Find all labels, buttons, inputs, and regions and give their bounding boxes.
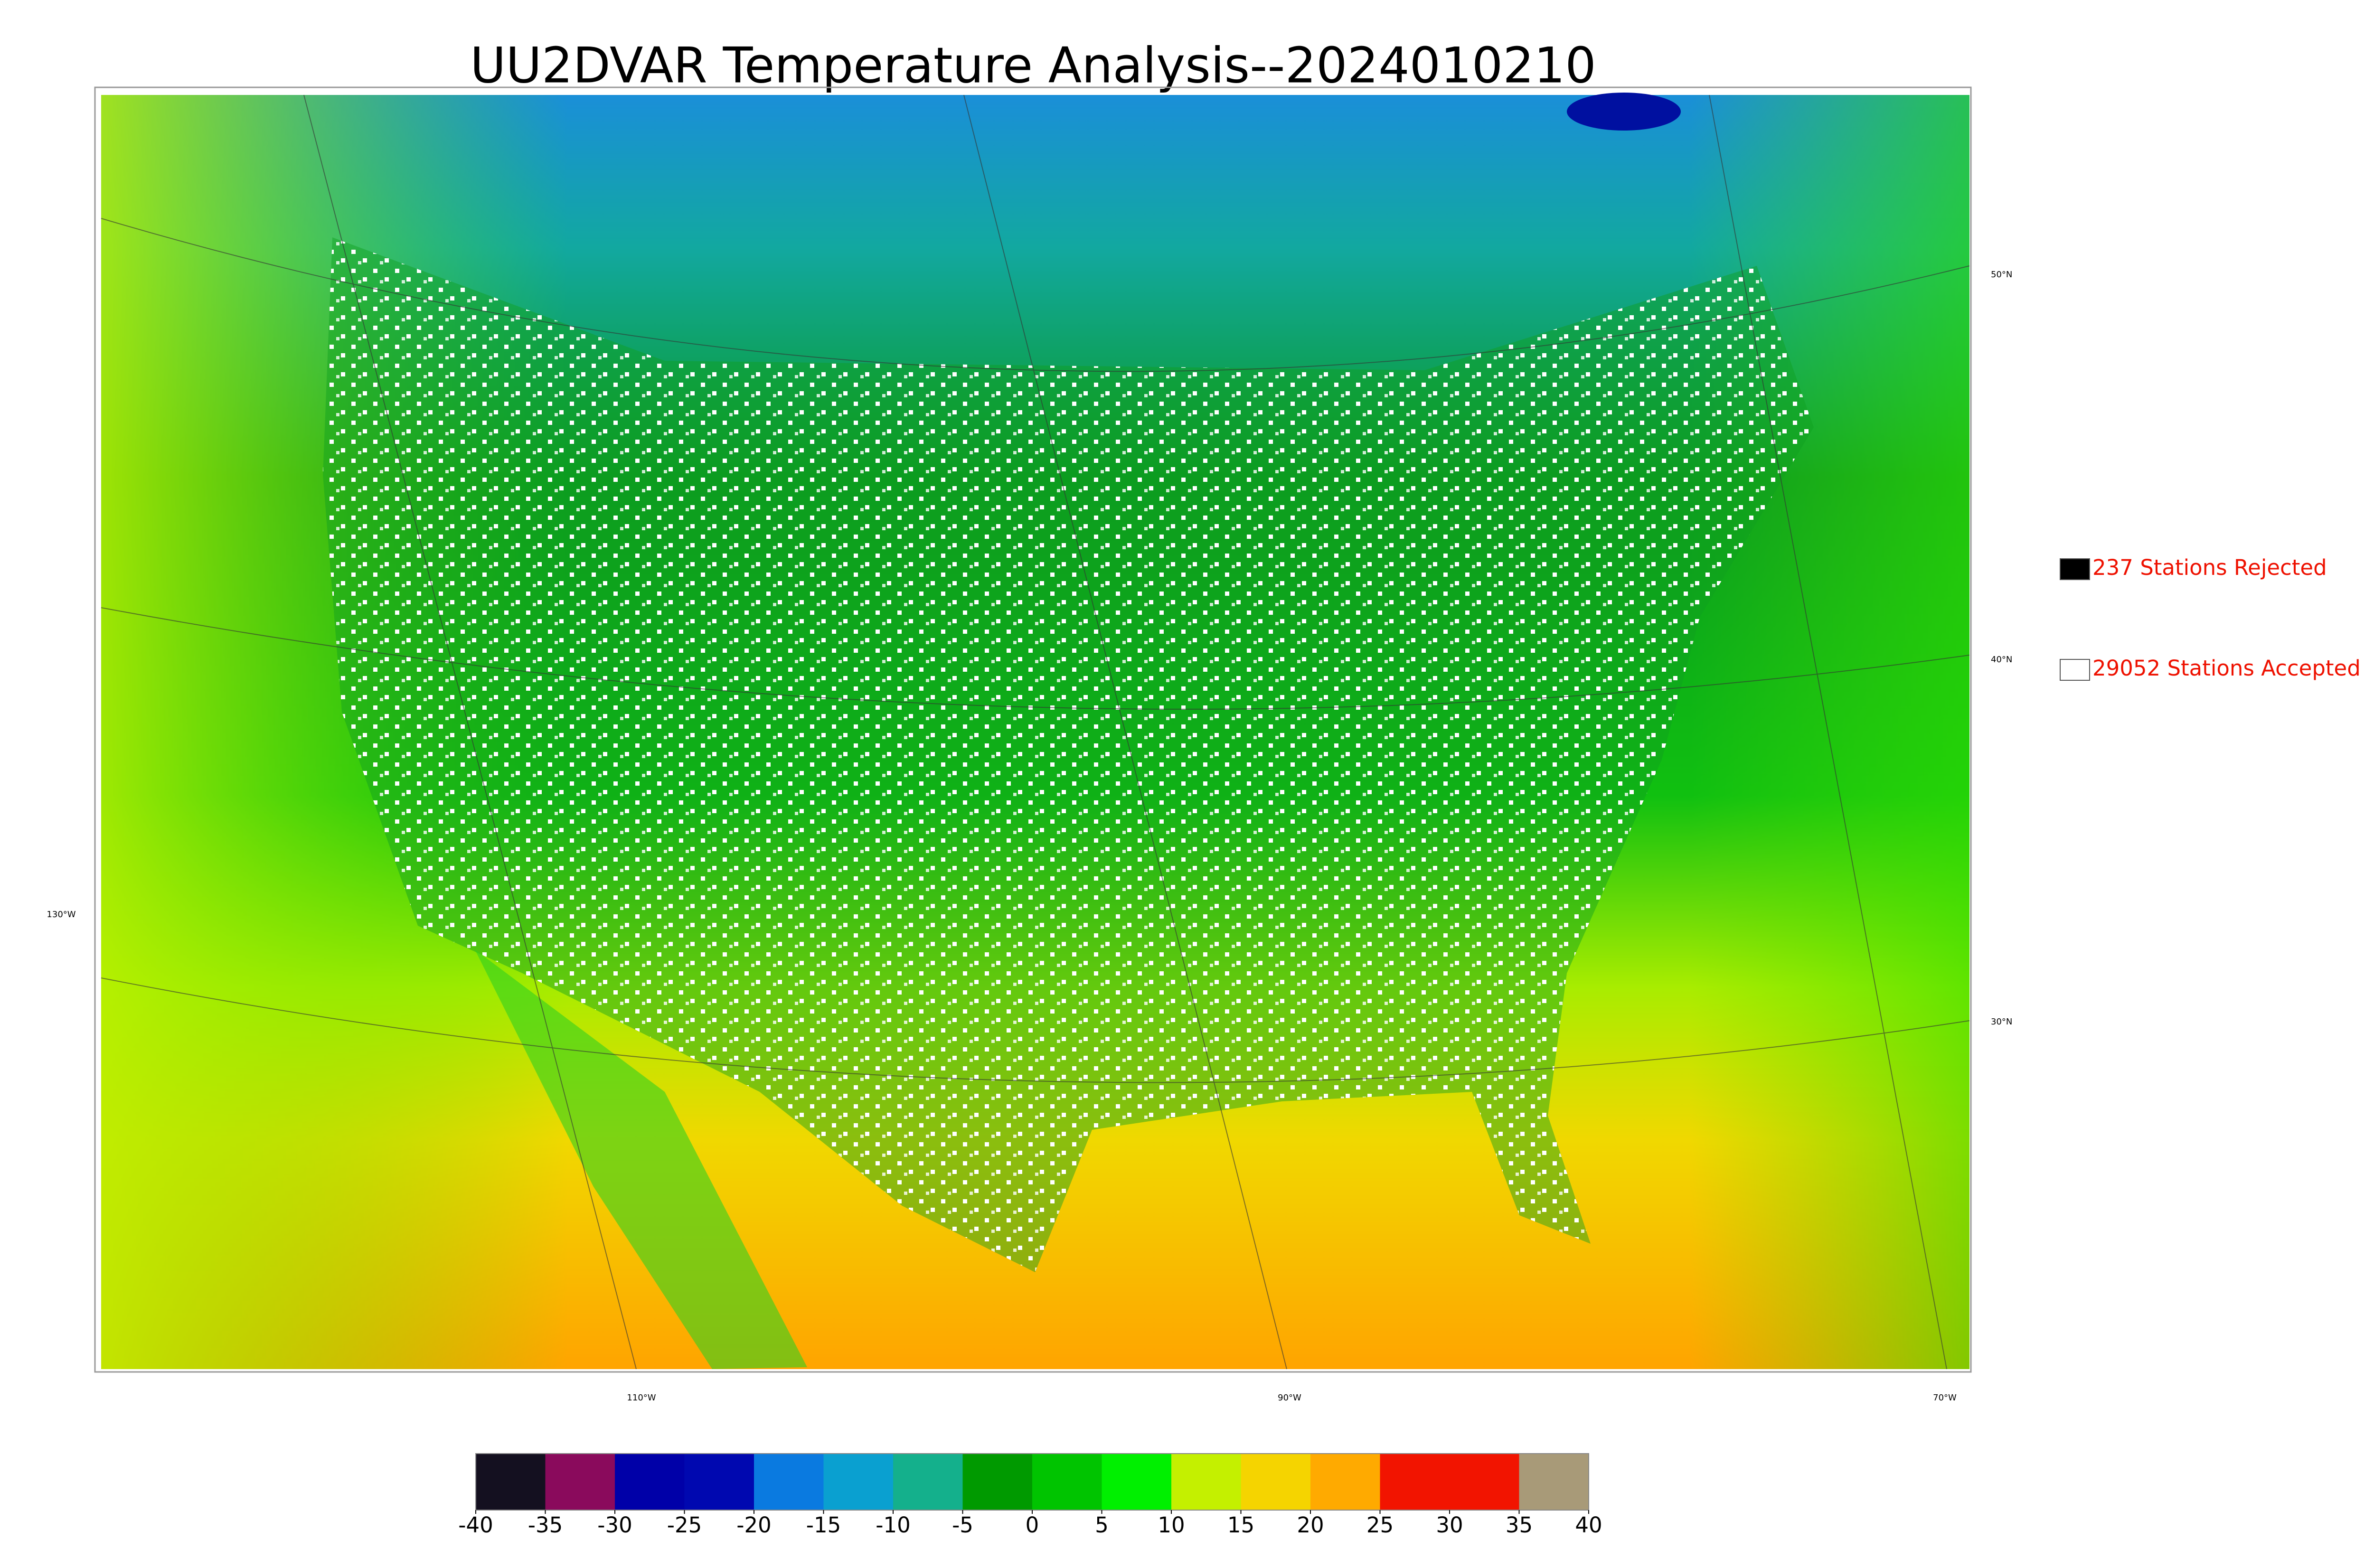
lon-label: 130°W: [47, 910, 75, 920]
map-frame: [94, 86, 1972, 1373]
legend-label: 237 Stations Rejected: [2092, 555, 2327, 580]
legend-swatch: [2060, 659, 2090, 681]
colorbar-segment: [476, 1454, 546, 1510]
colorbar-segment: [962, 1454, 1033, 1510]
colorbar-segment: [1519, 1454, 1589, 1510]
colorbar-segment: [1450, 1454, 1519, 1510]
colorbar-tick-label: 15: [1227, 1512, 1254, 1538]
mexico: [475, 949, 807, 1369]
colorbar-tick-label: 35: [1506, 1512, 1533, 1538]
colorbar-tick-label: 5: [1095, 1512, 1109, 1538]
colorbar-segment: [893, 1454, 963, 1510]
map: [94, 86, 1972, 1373]
colorbar-tick-label: -40: [458, 1512, 493, 1538]
lon-label: 70°W: [1933, 1393, 1957, 1403]
colorbar-segment: [1032, 1454, 1102, 1510]
station-dots: [323, 237, 1814, 1272]
colorbar-segment: [1171, 1454, 1241, 1510]
cold-pool: [1567, 93, 1681, 131]
colorbar-tick-label: -15: [806, 1512, 841, 1538]
colorbar-segment: [1310, 1454, 1380, 1510]
colorbar: -40 -35 -30 -25 -20 -15 -10 -5 0 5 10 15 20 25 30 35 40: [458, 1453, 1602, 1538]
colorbar-tick-label: 0: [1026, 1512, 1039, 1538]
colorbar-segment: [754, 1454, 824, 1510]
colorbar-tick-label: -30: [597, 1512, 632, 1538]
colorbar-tick-label: 25: [1366, 1512, 1394, 1538]
colorbar-tick-label: -35: [528, 1512, 563, 1538]
colorbar-segment: [1380, 1454, 1450, 1510]
colorbar-tick-label: 40: [1575, 1512, 1602, 1538]
graticule: [101, 94, 1970, 1370]
lat-label: 30°N: [1991, 1017, 2012, 1027]
colorbar-tick-label: 30: [1436, 1512, 1463, 1538]
colorbar-tick-label: -5: [952, 1512, 973, 1538]
colorbar-segment: [615, 1454, 685, 1510]
lon-label: 110°W: [627, 1393, 656, 1403]
legend-swatch: [2060, 558, 2090, 580]
colorbar-segment: [1102, 1454, 1172, 1510]
colorbar-tick-label: 10: [1158, 1512, 1185, 1538]
colorbar-tick-label: -20: [736, 1512, 772, 1538]
legend-label: 29052 Stations Accepted: [2092, 656, 2361, 681]
lat-label: 40°N: [1991, 655, 2012, 665]
colorbar-segment: [545, 1454, 615, 1510]
colorbar-tick-label: -25: [667, 1512, 702, 1538]
colorbar-segment: [684, 1454, 754, 1510]
colorbar-tick-label: -10: [876, 1512, 911, 1538]
legend: 237 Stations Rejected 29052 Stations Acce…: [2060, 555, 2361, 681]
title: UU2DVAR Temperature Analysis--2024010210: [470, 37, 1596, 94]
colorbar-tick-label: 20: [1297, 1512, 1324, 1538]
axis-labels: 50°N 40°N 30°N 130°W 110°W 90°W 70°W: [47, 270, 2012, 1403]
colorbar-segment: [1241, 1454, 1311, 1510]
colorbar-segment: [823, 1454, 894, 1510]
lon-label: 90°W: [1278, 1393, 1301, 1403]
lat-label: 50°N: [1991, 270, 2012, 280]
